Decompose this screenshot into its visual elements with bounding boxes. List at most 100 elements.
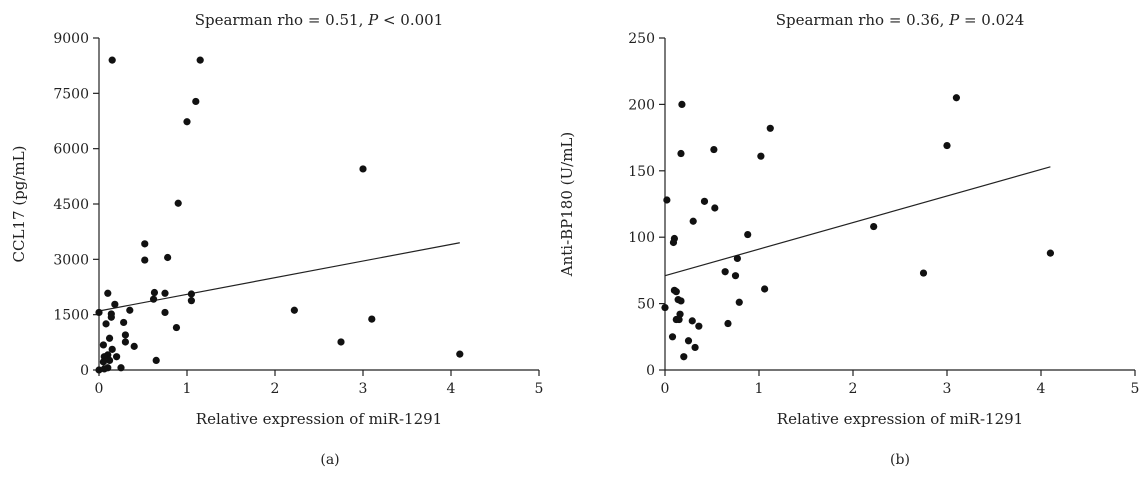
data-point <box>676 310 684 318</box>
y-tick-label: 100 <box>628 230 655 246</box>
y-axis-label: Anti-BP180 (U/mL) <box>558 132 576 278</box>
data-point <box>661 303 669 312</box>
data-point <box>1046 249 1054 257</box>
data-point <box>192 97 200 106</box>
y-tick-label: 7500 <box>53 86 89 102</box>
data-point <box>141 256 149 264</box>
data-point <box>187 297 195 305</box>
data-point <box>108 56 116 64</box>
x-tick-label: 5 <box>535 381 544 397</box>
data-point <box>710 145 718 154</box>
data-point <box>196 56 204 64</box>
x-tick-label: 2 <box>271 381 280 397</box>
x-tick-label: 4 <box>447 381 456 397</box>
data-point <box>663 196 671 204</box>
y-tick-label: 50 <box>637 297 655 313</box>
data-point <box>99 358 107 366</box>
panel-label: (a) <box>320 452 339 468</box>
data-point <box>952 94 961 102</box>
data-point <box>733 254 741 263</box>
data-point <box>164 253 172 262</box>
x-axis-label: Relative expression of miR-1291 <box>196 410 442 428</box>
x-tick-label: 2 <box>849 381 858 397</box>
y-tick-label: 200 <box>628 97 655 113</box>
data-point <box>711 204 719 212</box>
data-point <box>126 306 134 314</box>
data-point <box>130 342 138 350</box>
data-point <box>149 295 158 303</box>
x-tick-label: 3 <box>359 381 368 397</box>
data-point <box>943 141 951 150</box>
x-tick-label: 4 <box>1037 381 1046 397</box>
data-point <box>919 269 928 277</box>
data-point <box>678 100 686 108</box>
y-tick-label: 250 <box>628 31 655 47</box>
data-point <box>100 365 108 373</box>
y-tick-label: 1500 <box>53 308 89 324</box>
data-point <box>680 353 688 361</box>
panel-label: (b) <box>890 452 910 468</box>
data-point <box>744 230 752 239</box>
data-point <box>104 289 112 297</box>
data-point <box>161 308 169 317</box>
x-tick-label: 0 <box>95 381 104 397</box>
y-axis-label: CCL17 (pg/mL) <box>10 146 28 263</box>
data-point <box>290 306 298 314</box>
data-point <box>337 338 345 346</box>
x-tick-label: 3 <box>943 381 952 397</box>
data-point <box>150 288 159 297</box>
title-prefix: Spearman rho = 0.36, <box>776 11 949 29</box>
y-tick-label: 3000 <box>53 252 89 268</box>
data-point <box>120 318 128 327</box>
y-tick-label: 9000 <box>53 31 89 47</box>
data-point <box>121 331 129 339</box>
y-tick-label: 0 <box>80 363 89 379</box>
data-point <box>456 350 464 358</box>
panel-a: 0 1500 3000 4500 6000 7500 9000 0 1 2 3 4 5 Spearman … <box>10 11 543 468</box>
data-point <box>761 285 769 293</box>
data-point <box>731 272 740 280</box>
data-point <box>359 165 367 173</box>
data-point <box>108 345 116 353</box>
chart-title: Spearman rho = 0.36, P = 0.024 <box>776 11 1025 29</box>
data-point <box>669 238 678 247</box>
data-point <box>102 320 110 328</box>
regression-line <box>664 166 1051 277</box>
data-point <box>95 308 103 317</box>
data-point <box>172 323 181 332</box>
data-point <box>677 149 685 158</box>
panel-b: 0 50 100 150 200 250 0 1 2 3 4 5 Spearman rho = 0.36… <box>558 11 1139 468</box>
data-point <box>161 289 169 297</box>
data-point <box>689 217 697 225</box>
data-point <box>735 298 743 306</box>
data-point <box>99 341 107 349</box>
data-point <box>187 290 195 298</box>
data-point <box>691 343 699 352</box>
y-tick-label: 0 <box>646 363 655 379</box>
title-p-symbol: P <box>367 11 379 29</box>
data-point <box>113 353 121 361</box>
data-point <box>677 297 685 305</box>
x-tick-label: 1 <box>183 381 192 397</box>
data-point <box>724 319 732 328</box>
data-point <box>688 317 696 325</box>
data-point <box>675 315 683 324</box>
data-point <box>105 356 114 365</box>
data-point <box>870 222 878 231</box>
regression-line <box>98 242 460 312</box>
data-point <box>766 124 774 132</box>
title-p-value: = 0.024 <box>959 11 1024 29</box>
data-point <box>668 333 677 341</box>
data-point <box>757 152 765 160</box>
y-tick-label: 4500 <box>53 197 89 213</box>
data-point <box>107 313 115 321</box>
title-p-value: < 0.001 <box>378 11 443 29</box>
data-point <box>174 199 182 207</box>
data-point <box>141 240 149 248</box>
x-tick-label: 1 <box>755 381 764 397</box>
y-tick-label: 6000 <box>53 142 89 158</box>
x-axis-label: Relative expression of miR-1291 <box>777 410 1023 428</box>
data-point <box>684 337 693 345</box>
data-point <box>111 300 119 308</box>
